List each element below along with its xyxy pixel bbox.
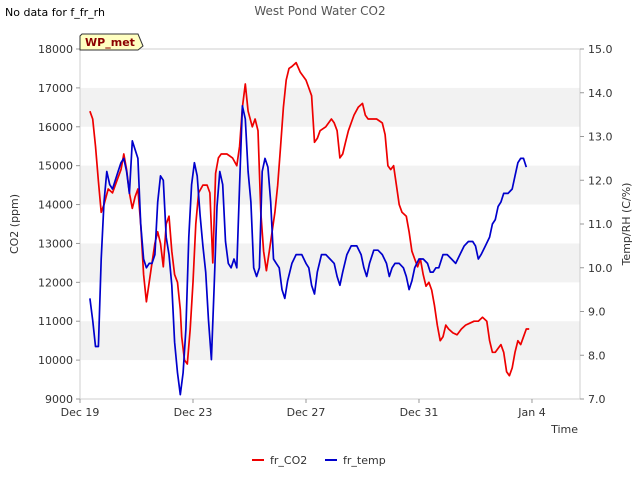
right-axis: 7.0 8.0 9.0 10.0 11.0 12.0 13.0 14.0 15.0 bbox=[580, 43, 613, 406]
grid-band bbox=[80, 321, 580, 361]
y-axis-label-left: CO2 (ppm) bbox=[8, 194, 21, 254]
left-tick-label: 18000 bbox=[38, 43, 73, 56]
x-tick-label: Dec 27 bbox=[287, 406, 326, 419]
left-tick-label: 9000 bbox=[45, 393, 73, 406]
legend-label-fr_CO2: fr_CO2 bbox=[270, 454, 307, 467]
right-tick-label: 10.0 bbox=[588, 262, 613, 275]
left-tick-label: 14000 bbox=[38, 199, 73, 212]
right-tick-label: 7.0 bbox=[588, 393, 606, 406]
series-line-fr_CO2 bbox=[89, 61, 530, 377]
left-tick-label: 13000 bbox=[38, 237, 73, 250]
station-badge-label: WP_met bbox=[85, 36, 135, 49]
x-axis-label: Time bbox=[550, 423, 578, 436]
series-line-fr_temp bbox=[89, 105, 528, 396]
no-data-note: No data for f_fr_rh bbox=[5, 6, 105, 19]
left-axis: 9000 10000 11000 12000 13000 14000 15000 16000 1… bbox=[38, 43, 80, 406]
chart-title: West Pond Water CO2 bbox=[254, 4, 385, 18]
grid-bands bbox=[80, 87, 580, 361]
left-tick-label: 17000 bbox=[38, 82, 73, 95]
y-axis-label-right: Temp/RH (C/%) bbox=[620, 183, 633, 267]
right-tick-label: 14.0 bbox=[588, 87, 613, 100]
station-badge: WP_met bbox=[79, 33, 144, 51]
grid-band bbox=[80, 165, 580, 205]
x-tick-label: Dec 19 bbox=[61, 406, 100, 419]
x-axis: Dec 19 Dec 23 Dec 27 Dec 31 Jan 4 bbox=[61, 399, 546, 419]
series-lines bbox=[89, 61, 530, 396]
right-tick-label: 12.0 bbox=[588, 174, 613, 187]
right-tick-label: 11.0 bbox=[588, 218, 613, 231]
x-tick-label: Dec 31 bbox=[400, 406, 439, 419]
x-tick-label: Jan 4 bbox=[517, 406, 545, 419]
left-tick-label: 10000 bbox=[38, 354, 73, 367]
left-tick-label: 11000 bbox=[38, 315, 73, 328]
left-tick-label: 15000 bbox=[38, 160, 73, 173]
left-tick-label: 12000 bbox=[38, 276, 73, 289]
legend-label-fr_temp: fr_temp bbox=[343, 454, 386, 467]
right-tick-label: 13.0 bbox=[588, 131, 613, 144]
legend: fr_CO2 fr_temp bbox=[252, 454, 386, 467]
right-tick-label: 15.0 bbox=[588, 43, 613, 56]
right-tick-label: 8.0 bbox=[588, 349, 606, 362]
left-tick-label: 16000 bbox=[38, 121, 73, 134]
right-tick-label: 9.0 bbox=[588, 306, 606, 319]
x-tick-label: Dec 23 bbox=[174, 406, 213, 419]
